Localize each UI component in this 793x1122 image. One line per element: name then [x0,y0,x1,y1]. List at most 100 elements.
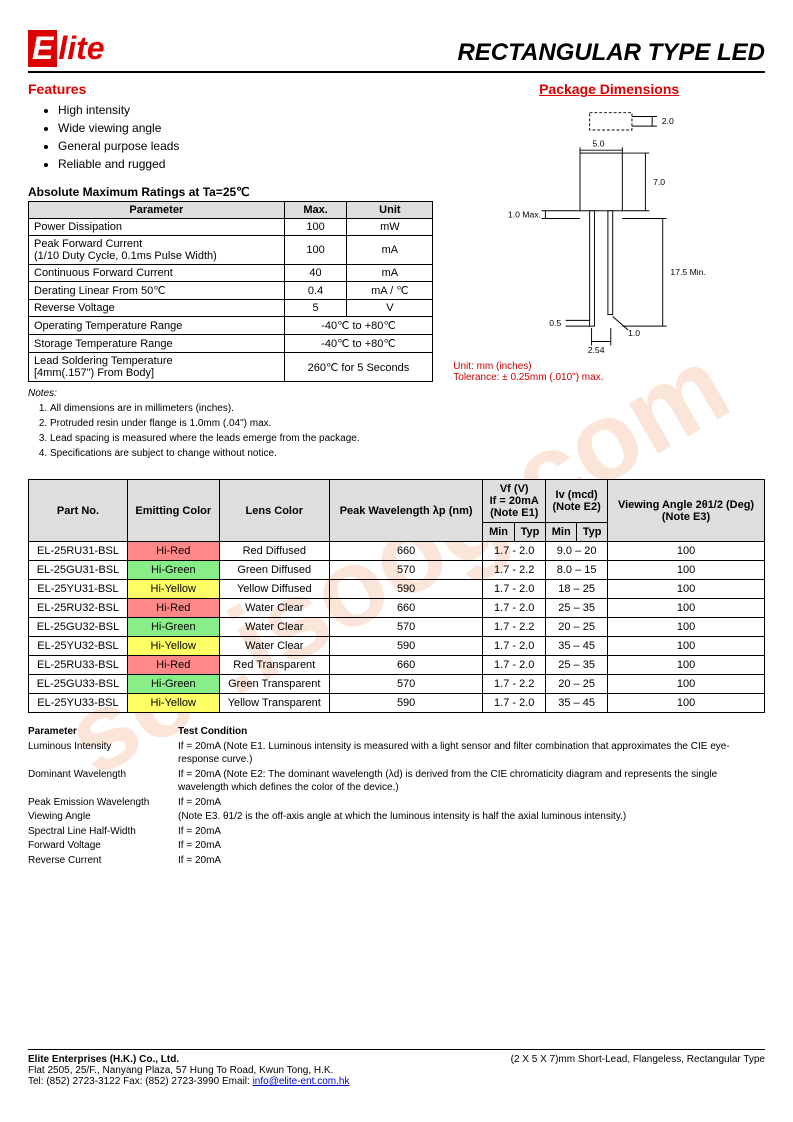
ratings-max: 5 [284,300,347,317]
ratings-row: Continuous Forward Current40mA [29,265,433,282]
tc-row: Luminous IntensityIf = 20mA (Note E1. Lu… [28,740,765,767]
tc-row: Viewing Angle(Note E3. θ1/2 is the off-a… [28,810,765,824]
parts-iv: 35 – 45 [546,637,608,656]
footer-company: Elite Enterprises (H.K.) Co., Ltd. [28,1054,349,1065]
logo-e: E [28,30,57,67]
parts-ec: Hi-Yellow [127,580,219,599]
parts-lens: Red Transparent [219,656,329,675]
ratings-row: Storage Temperature Range-40℃ to +80℃ [29,335,433,353]
parts-lens: Water Clear [219,618,329,637]
tc-cond: If = 20mA (Note E1. Luminous intensity i… [178,740,765,767]
parts-ec: Hi-Yellow [127,637,219,656]
page-title: RECTANGULAR TYPE LED [457,39,765,67]
ratings-th: Parameter [29,202,285,219]
tc-param: Spectral Line Half-Width [28,825,178,839]
tc-row: Dominant WavelengthIf = 20mA (Note E2: T… [28,768,765,795]
parts-wl: 660 [329,542,482,561]
tc-param: Forward Voltage [28,839,178,853]
parts-angle: 100 [608,542,765,561]
ratings-heading: Absolute Maximum Ratings at Ta=25℃ [28,185,433,199]
parts-angle: 100 [608,656,765,675]
parts-pn: EL-25GU33-BSL [29,675,128,694]
note-item: Protruded resin under flange is 1.0mm (.… [50,416,433,431]
ratings-row: Derating Linear From 50℃0.4mA / ℃ [29,282,433,300]
ratings-unit: mA [347,236,433,265]
th-part: Part No. [29,480,128,542]
feature-item: High intensity [58,101,433,119]
ratings-param: Continuous Forward Current [29,265,285,282]
tc-param: Dominant Wavelength [28,768,178,795]
th-lens: Lens Color [219,480,329,542]
features-heading: Features [28,81,433,97]
test-conditions: Parameter Test Condition Luminous Intens… [28,725,765,867]
ratings-unit: V [347,300,433,317]
ratings-param: Storage Temperature Range [29,335,285,353]
parts-ec: Hi-Yellow [127,694,219,713]
parts-vf: 1.7 - 2.0 [483,694,546,713]
ratings-val: 260℃ for 5 Seconds [284,353,433,382]
ratings-param: Derating Linear From 50℃ [29,282,285,300]
ratings-max: 100 [284,219,347,236]
tc-param: Reverse Current [28,854,178,868]
tc-h2: Test Condition [178,725,765,739]
notes: Notes: All dimensions are in millimeters… [28,388,433,461]
parts-ec: Hi-Green [127,618,219,637]
dim-top-w: 2.0 [662,116,674,126]
features-list: High intensityWide viewing angleGeneral … [28,101,433,173]
parts-wl: 570 [329,618,482,637]
parts-lens: Yellow Diffused [219,580,329,599]
tc-cond: (Note E3. θ1/2 is the off-axis angle at … [178,810,765,824]
parts-angle: 100 [608,580,765,599]
ratings-th: Max. [284,202,347,219]
parts-ec: Hi-Green [127,561,219,580]
ratings-val: -40℃ to +80℃ [284,335,433,353]
parts-ec: Hi-Red [127,542,219,561]
tc-param: Viewing Angle [28,810,178,824]
parts-vf: 1.7 - 2.0 [483,580,546,599]
th-vf-min: Min [483,523,515,542]
footer-email-link[interactable]: info@elite-ent.com.hk [253,1076,350,1087]
ratings-max: 100 [284,236,347,265]
footer-addr: Flat 2505, 25/F., Nanyang Plaza, 57 Hung… [28,1065,349,1076]
dim-stub: 0.5 [550,318,562,328]
tc-row: Forward VoltageIf = 20mA [28,839,765,853]
parts-pn: EL-25GU31-BSL [29,561,128,580]
ratings-max: 0.4 [284,282,347,300]
th-iv-min: Min [546,523,577,542]
parts-row: EL-25RU31-BSLHi-RedRed Diffused6601.7 - … [29,542,765,561]
tc-param: Luminous Intensity [28,740,178,767]
parts-lens: Red Diffused [219,542,329,561]
parts-iv: 25 – 35 [546,656,608,675]
ratings-row: Peak Forward Current(1/10 Duty Cycle, 0.… [29,236,433,265]
note-item: All dimensions are in millimeters (inche… [50,401,433,416]
ratings-row: Power Dissipation100mW [29,219,433,236]
parts-vf: 1.7 - 2.0 [483,656,546,675]
parts-pn: EL-25RU33-BSL [29,656,128,675]
parts-iv: 20 – 25 [546,675,608,694]
parts-vf: 1.7 - 2.2 [483,618,546,637]
parts-iv: 9.0 – 20 [546,542,608,561]
parts-row: EL-25RU32-BSLHi-RedWater Clear6601.7 - 2… [29,599,765,618]
parts-pn: EL-25YU32-BSL [29,637,128,656]
parts-angle: 100 [608,694,765,713]
parts-pn: EL-25RU31-BSL [29,542,128,561]
footer-contact: Tel: (852) 2723-3122 Fax: (852) 2723-399… [28,1076,349,1087]
dim-1max: 1.0 Max. [508,210,541,220]
tc-cond: If = 20mA [178,825,765,839]
parts-iv: 35 – 45 [546,694,608,713]
ratings-param: Operating Temperature Range [29,317,285,335]
ratings-row: Operating Temperature Range-40℃ to +80℃ [29,317,433,335]
parts-wl: 590 [329,694,482,713]
parts-iv: 20 – 25 [546,618,608,637]
parts-angle: 100 [608,618,765,637]
parts-iv: 8.0 – 15 [546,561,608,580]
note-item: Lead spacing is measured where the leads… [50,431,433,446]
tc-cond: If = 20mA [178,854,765,868]
parts-row: EL-25YU33-BSLHi-YellowYellow Transparent… [29,694,765,713]
feature-item: General purpose leads [58,137,433,155]
parts-wl: 660 [329,656,482,675]
tc-cond: If = 20mA [178,839,765,853]
footer: Elite Enterprises (H.K.) Co., Ltd. Flat … [28,1049,765,1087]
parts-iv: 18 – 25 [546,580,608,599]
feature-item: Wide viewing angle [58,119,433,137]
